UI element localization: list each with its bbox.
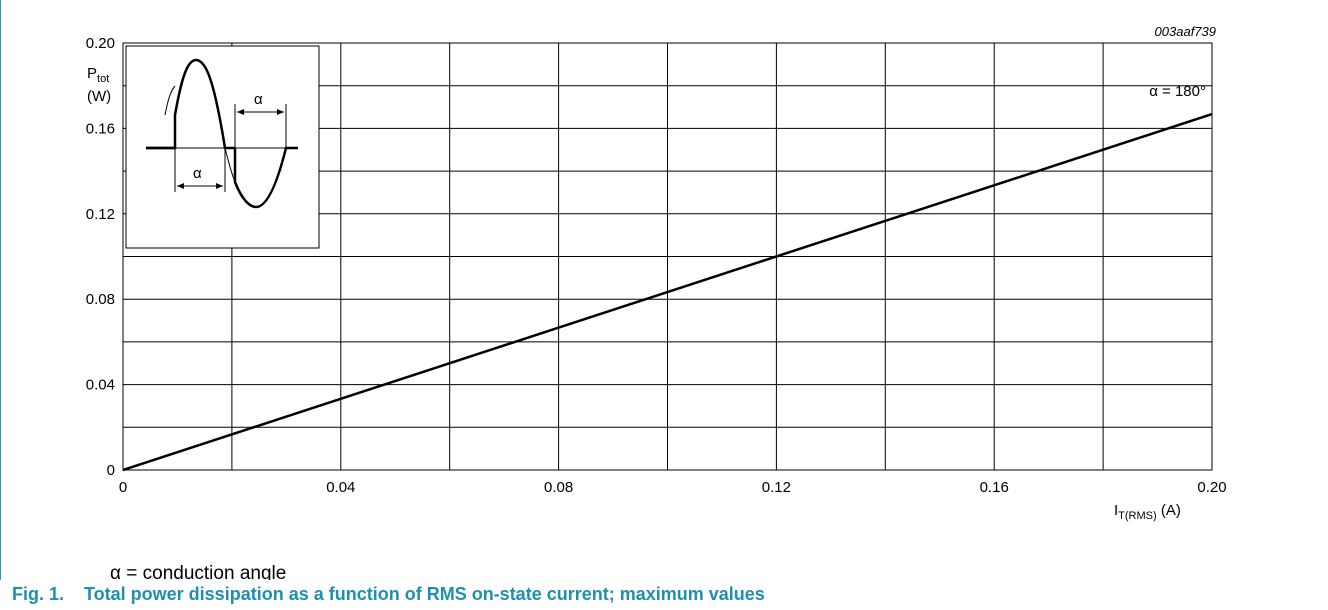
y-axis-label-sub: tot bbox=[97, 73, 110, 85]
x-tick-label: 0.20 bbox=[1197, 479, 1226, 496]
x-axis-label-sub: T(RMS) bbox=[1118, 510, 1157, 522]
y-tick-label: 0.08 bbox=[86, 291, 115, 308]
x-axis-label: IT(RMS) (A) bbox=[1114, 502, 1181, 522]
inset-thin-start bbox=[164, 85, 176, 116]
power-dissipation-chart: 0 0.04 0.08 0.12 0.16 0.20 0 0.04 0.08 0.12 0.16 0.… bbox=[86, 35, 1227, 496]
frame-border bbox=[0, 0, 1, 608]
inset-alpha-top: α bbox=[254, 91, 263, 108]
caption-text: Fig. 1. Total power dissipation as a fun… bbox=[12, 584, 765, 604]
x-tick-label: 0.12 bbox=[762, 479, 791, 496]
y-tick-label: 0.16 bbox=[86, 120, 115, 137]
y-axis-label-unit: (W) bbox=[87, 88, 112, 105]
figure-caption: Fig. 1. Total power dissipation as a fun… bbox=[0, 580, 1328, 610]
conduction-angle-inset: α α bbox=[125, 45, 320, 249]
series-line bbox=[122, 112, 1213, 472]
y-tick-label: 0.04 bbox=[86, 377, 115, 394]
inset-positive-wave bbox=[146, 58, 235, 150]
y-axis-label-main: P bbox=[87, 65, 98, 82]
x-tick-label: 0.04 bbox=[326, 479, 355, 496]
figure-id: 003aaf739 bbox=[1154, 24, 1216, 39]
x-tick-label: 0.08 bbox=[544, 479, 573, 496]
inset-negative-wave bbox=[233, 146, 298, 209]
conduction-angle-note: α = conduction angle bbox=[110, 563, 287, 584]
x-axis-label-unit: (A) bbox=[1160, 502, 1181, 519]
y-tick-label: 0.12 bbox=[86, 206, 115, 223]
y-axis-label: Ptot (W) bbox=[87, 65, 111, 106]
curve-label: α = 180° bbox=[1149, 83, 1206, 100]
y-tick-label: 0 bbox=[107, 462, 115, 479]
x-tick-label: 0 bbox=[119, 479, 127, 496]
series-lines bbox=[122, 112, 1213, 472]
inset-alpha-bottom: α bbox=[193, 165, 202, 182]
x-axis-label-main: I bbox=[1114, 502, 1119, 519]
x-tick-label: 0.16 bbox=[980, 479, 1009, 496]
plot-border bbox=[122, 42, 1213, 471]
y-tick-label: 0.20 bbox=[86, 35, 115, 52]
tick-labels: 0 0.04 0.08 0.12 0.16 0.20 0 0.04 0.08 0.12 0.16 0.… bbox=[86, 35, 1227, 496]
inset-thin-neg-start bbox=[224, 147, 236, 183]
